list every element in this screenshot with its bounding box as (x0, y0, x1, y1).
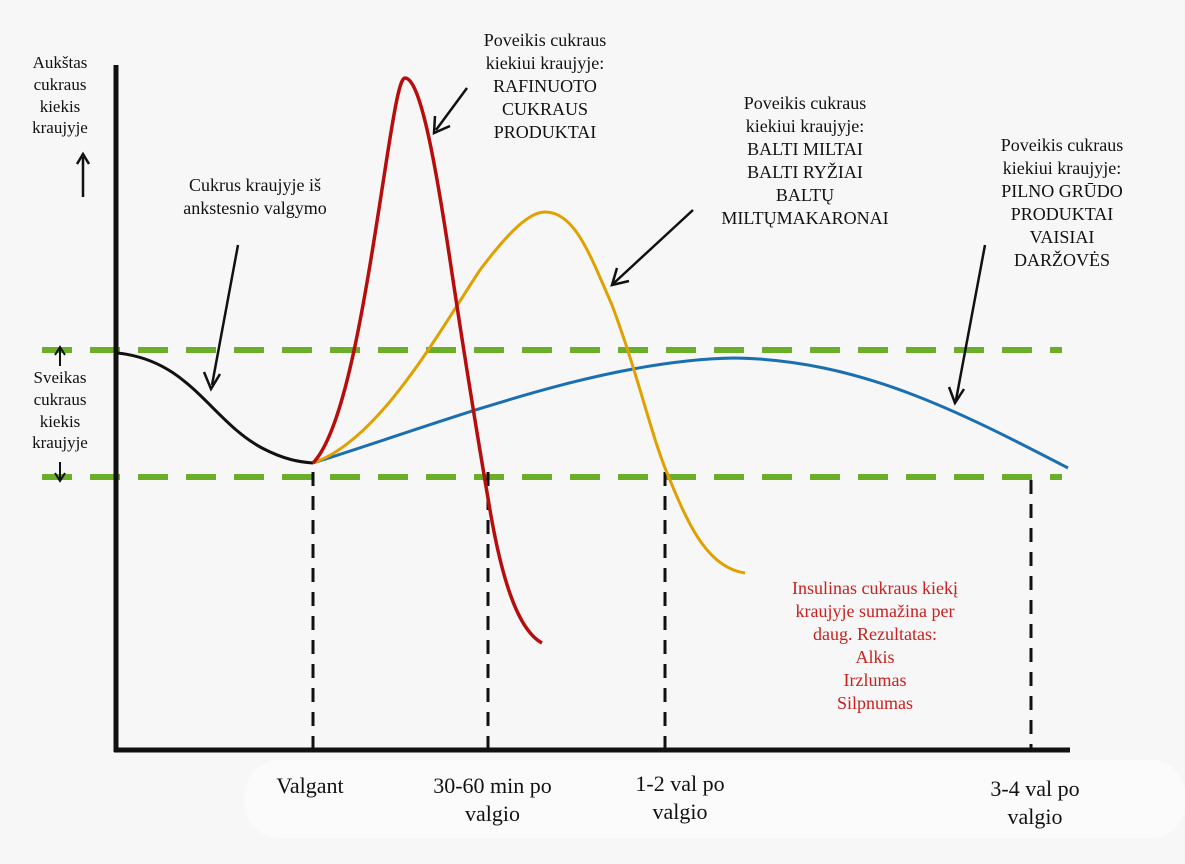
previous-meal-pointer-arrow (202, 244, 240, 392)
healthy-sugar-label: Sveikas cukraus kiekis kraujyje (12, 367, 108, 454)
annotation-line: Insulinas cukraus kiekį (792, 578, 958, 598)
white-flour-curve (312, 210, 746, 575)
previous-meal-annotation: Cukrus kraujyje iš ankstesnio valgymo (150, 174, 360, 220)
annotation-line: kiekiui kraujyje: (1002, 158, 1122, 179)
whole-grain-curve (312, 356, 1069, 470)
annotation-line: Poveikis cukraus (1000, 135, 1124, 155)
x-label-valgant: Valgant (250, 772, 370, 800)
healthy-sugar-label-line: cukraus (33, 389, 87, 409)
healthy-range-bottom-arrow-icon (54, 462, 66, 483)
high-sugar-label: Aukštas cukraus kiekis kraujyje (12, 52, 108, 139)
high-sugar-label-line: kiekis (39, 96, 81, 116)
annotation-line: CUKRAUS (501, 99, 589, 120)
annotation-line: PILNO GRŪDO (1001, 181, 1123, 202)
refined-sugar-curve (311, 76, 543, 645)
x-label-line: valgio (652, 798, 708, 824)
x-label-line: valgio (465, 800, 520, 826)
annotation-line: kiekiui kraujyje: (745, 116, 865, 137)
white-flour-pointer-arrow (610, 209, 694, 287)
annotation-line: BALTI MILTAI (747, 139, 863, 160)
annotation-line: kraujyje sumažina per (795, 601, 955, 622)
annotation-line: PRODUKTAI (1010, 204, 1114, 225)
x-label-line: valgio (1007, 803, 1063, 829)
healthy-range-top-arrow-icon (54, 345, 66, 366)
annotation-line: BALTI RYŽIAI (747, 162, 863, 183)
annotation-line: PRODUKTAI (493, 122, 597, 143)
whole-grain-pointer-arrow (947, 244, 987, 406)
annotation-line: Silpnumas (836, 693, 913, 714)
refined-sugar-annotation: Poveikis cukraus kiekiui kraujyje: RAFIN… (450, 29, 640, 144)
annotation-line: DARŽOVĖS (1013, 250, 1110, 271)
annotation-line: Alkis (855, 647, 895, 668)
annotation-line: kiekiui kraujyje: (485, 53, 605, 74)
annotation-line: RAFINUOTO (493, 76, 597, 97)
annotation-line: Poveikis cukraus (483, 30, 607, 50)
healthy-sugar-label-line: kraujyje (32, 433, 88, 453)
annotation-line: ankstesnio valgymo (183, 198, 327, 219)
x-label-line: 3-4 val po (990, 776, 1080, 801)
annotation-line: VAISIAI (1029, 227, 1095, 248)
annotation-line: Irzlumas (843, 670, 907, 691)
x-label-line: 1-2 val po (635, 771, 725, 796)
annotation-line: MILTŲMAKARONAI (721, 208, 889, 229)
whole-grain-annotation: Poveikis cukraus kiekiui kraujyje: PILNO… (962, 134, 1162, 272)
high-sugar-label-line: kraujyje (32, 118, 88, 138)
refined-pointer-arrow (432, 87, 469, 135)
annotation-line: daug. Rezultatas: (813, 624, 937, 645)
high-sugar-label-line: Aukštas (32, 53, 88, 72)
up-arrow-icon (75, 151, 91, 197)
previous-meal-curve (116, 351, 314, 465)
x-label-panel (245, 760, 1185, 838)
white-flour-annotation: Poveikis cukraus kiekiui kraujyje: BALTI… (695, 92, 915, 230)
annotation-line: BALTŲ (775, 185, 835, 206)
annotation-line: Poveikis cukraus (743, 93, 867, 113)
x-label-3-4val: 3-4 val po valgio (955, 775, 1115, 830)
x-label-30-60min: 30-60 min po valgio (405, 772, 580, 827)
x-label-1-2val: 1-2 val po valgio (600, 770, 760, 825)
x-label-line: 30-60 min po (433, 773, 552, 798)
insulin-annotation: Insulinas cukraus kiekį kraujyje sumažin… (750, 577, 1000, 715)
x-label-line: Valgant (276, 773, 344, 798)
healthy-sugar-label-line: Sveikas (33, 368, 87, 387)
annotation-line: Cukrus kraujyje iš (189, 175, 321, 195)
high-sugar-label-line: cukraus (33, 74, 87, 94)
healthy-sugar-label-line: kiekis (39, 411, 81, 431)
